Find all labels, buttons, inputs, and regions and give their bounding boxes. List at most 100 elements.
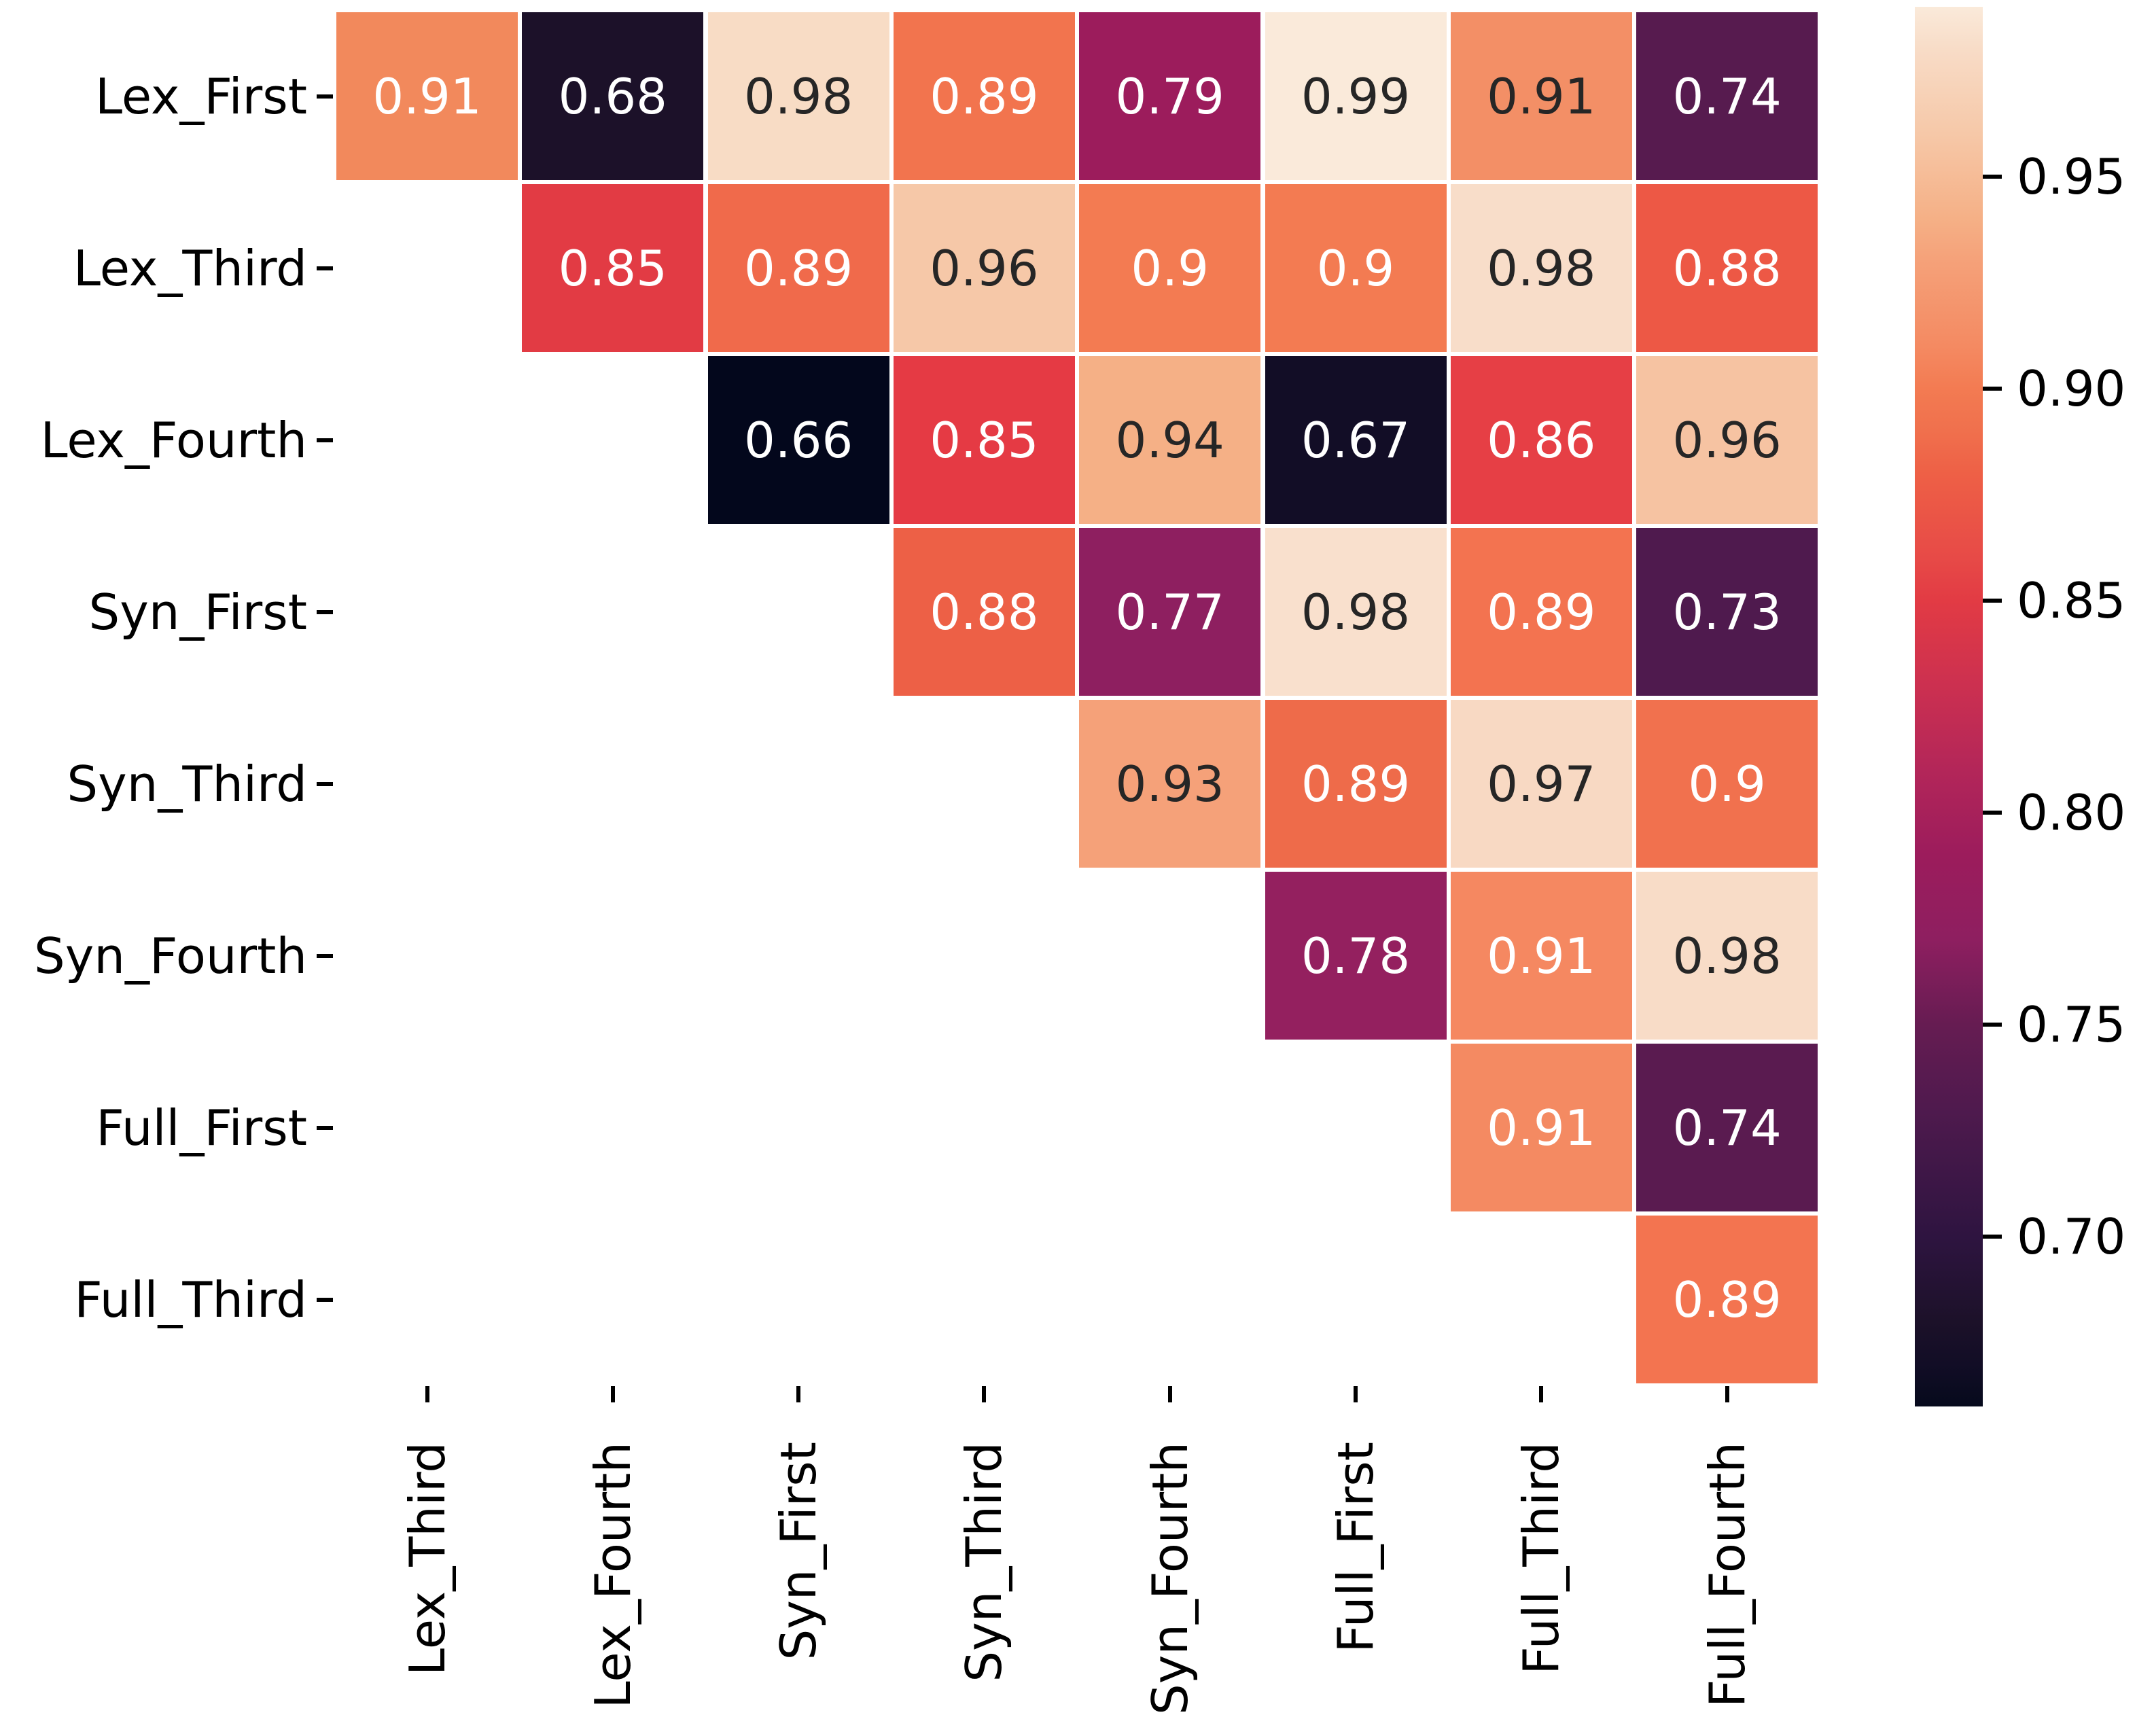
y-axis-tick (317, 1125, 333, 1130)
x-axis-tick (425, 1386, 429, 1402)
y-axis-label: Syn_Fourth (34, 927, 307, 985)
heatmap-cell: 0.91 (336, 12, 518, 180)
cell-value: 0.89 (1301, 755, 1411, 813)
colorbar-tick-label: 0.70 (2017, 1208, 2126, 1266)
heatmap-cell: 0.97 (1450, 700, 1632, 868)
heatmap-cell: 0.73 (1636, 528, 1818, 696)
y-axis-label: Lex_Third (73, 239, 307, 297)
heatmap-cell: 0.9 (1079, 184, 1261, 352)
cell-value: 0.91 (1487, 1099, 1596, 1156)
cell-value: 0.89 (1672, 1271, 1782, 1328)
x-axis-label: Lex_Third (398, 1442, 456, 1676)
heatmap-cell: 0.86 (1450, 356, 1632, 524)
heatmap-cell: 0.91 (1450, 1044, 1632, 1211)
colorbar-tick-label: 0.90 (2017, 359, 2126, 417)
heatmap-cell: 0.9 (1636, 700, 1818, 868)
y-axis-tick (317, 266, 333, 270)
x-axis-label: Syn_Third (955, 1442, 1013, 1682)
cell-value: 0.89 (930, 67, 1039, 125)
y-axis-label: Syn_First (88, 583, 307, 641)
heatmap-cell: 0.67 (1265, 356, 1447, 524)
cell-value: 0.66 (743, 411, 853, 469)
x-axis-label: Syn_First (770, 1442, 828, 1661)
colorbar-tick (1983, 811, 2002, 815)
heatmap-cell: 0.74 (1636, 12, 1818, 180)
heatmap-cell: 0.94 (1079, 356, 1261, 524)
cell-value: 0.89 (743, 239, 853, 297)
heatmap-cell: 0.96 (893, 184, 1075, 352)
y-axis-tick (317, 94, 333, 99)
heatmap-cell: 0.93 (1079, 700, 1261, 868)
cell-value: 0.67 (1301, 411, 1411, 469)
heatmap-cell: 0.85 (893, 356, 1075, 524)
x-axis-tick (1539, 1386, 1544, 1402)
heatmap-cell: 0.98 (1450, 184, 1632, 352)
heatmap-cell: 0.89 (893, 12, 1075, 180)
colorbar-tick (1983, 598, 2002, 603)
cell-value: 0.98 (1301, 583, 1411, 641)
heatmap-cell: 0.66 (707, 356, 889, 524)
y-axis-tick (317, 953, 333, 958)
colorbar-tick (1983, 1023, 2002, 1027)
heatmap-cell: 0.74 (1636, 1044, 1818, 1211)
x-axis-label: Full_Fourth (1698, 1442, 1756, 1708)
cell-value: 0.74 (1672, 67, 1782, 125)
y-axis-label: Full_First (96, 1099, 307, 1156)
colorbar-tick-label: 0.95 (2017, 147, 2126, 205)
cell-value: 0.86 (1487, 411, 1596, 469)
cell-value: 0.91 (1487, 67, 1596, 125)
cell-value: 0.74 (1672, 1099, 1782, 1156)
cell-value: 0.91 (372, 67, 482, 125)
cell-value: 0.78 (1301, 927, 1411, 985)
heatmap-cell: 0.88 (1636, 184, 1818, 352)
cell-value: 0.97 (1487, 755, 1596, 813)
colorbar-tick-label: 0.85 (2017, 571, 2126, 629)
cell-value: 0.85 (930, 411, 1039, 469)
cell-value: 0.93 (1115, 755, 1224, 813)
x-axis-label: Syn_Fourth (1141, 1442, 1199, 1715)
cell-value: 0.73 (1672, 583, 1782, 641)
colorbar-tick (1983, 386, 2002, 391)
x-axis-tick (796, 1386, 801, 1402)
cell-value: 0.98 (1672, 927, 1782, 985)
x-axis-tick (1725, 1386, 1729, 1402)
heatmap-cell: 0.98 (1636, 872, 1818, 1040)
cell-value: 0.79 (1115, 67, 1224, 125)
heatmap-cell: 0.99 (1265, 12, 1447, 180)
y-axis-tick (317, 1297, 333, 1302)
cell-value: 0.91 (1487, 927, 1596, 985)
y-axis-tick (317, 609, 333, 614)
cell-value: 0.9 (1131, 239, 1209, 297)
cell-value: 0.9 (1316, 239, 1395, 297)
colorbar-gradient (1915, 7, 1983, 1406)
x-axis-label: Full_First (1327, 1442, 1384, 1653)
y-axis-label: Syn_Third (67, 755, 307, 813)
y-axis-label: Lex_Fourth (40, 411, 307, 469)
heatmap-cell: 0.88 (893, 528, 1075, 696)
cell-value: 0.88 (1672, 239, 1782, 297)
heatmap-cell: 0.96 (1636, 356, 1818, 524)
cell-value: 0.9 (1688, 755, 1766, 813)
heatmap-cell: 0.9 (1265, 184, 1447, 352)
x-axis-label: Lex_Fourth (584, 1442, 641, 1709)
colorbar-tick (1983, 1235, 2002, 1239)
colorbar-tick (1983, 174, 2002, 179)
cell-value: 0.98 (743, 67, 853, 125)
cell-value: 0.96 (1672, 411, 1782, 469)
heatmap-cell: 0.78 (1265, 872, 1447, 1040)
heatmap-cell: 0.89 (707, 184, 889, 352)
y-axis-label: Lex_First (94, 67, 307, 125)
cell-value: 0.94 (1115, 411, 1224, 469)
x-axis-tick (610, 1386, 615, 1402)
heatmap-cell: 0.77 (1079, 528, 1261, 696)
heatmap-cell: 0.79 (1079, 12, 1261, 180)
colorbar-tick-label: 0.80 (2017, 784, 2126, 842)
cell-value: 0.89 (1487, 583, 1596, 641)
colorbar-tick-label: 0.75 (2017, 996, 2126, 1054)
heatmap-cell: 0.91 (1450, 12, 1632, 180)
cell-value: 0.88 (930, 583, 1039, 641)
x-axis-label: Full_Third (1513, 1442, 1570, 1675)
heatmap-cell: 0.91 (1450, 872, 1632, 1040)
cell-value: 0.99 (1301, 67, 1411, 125)
